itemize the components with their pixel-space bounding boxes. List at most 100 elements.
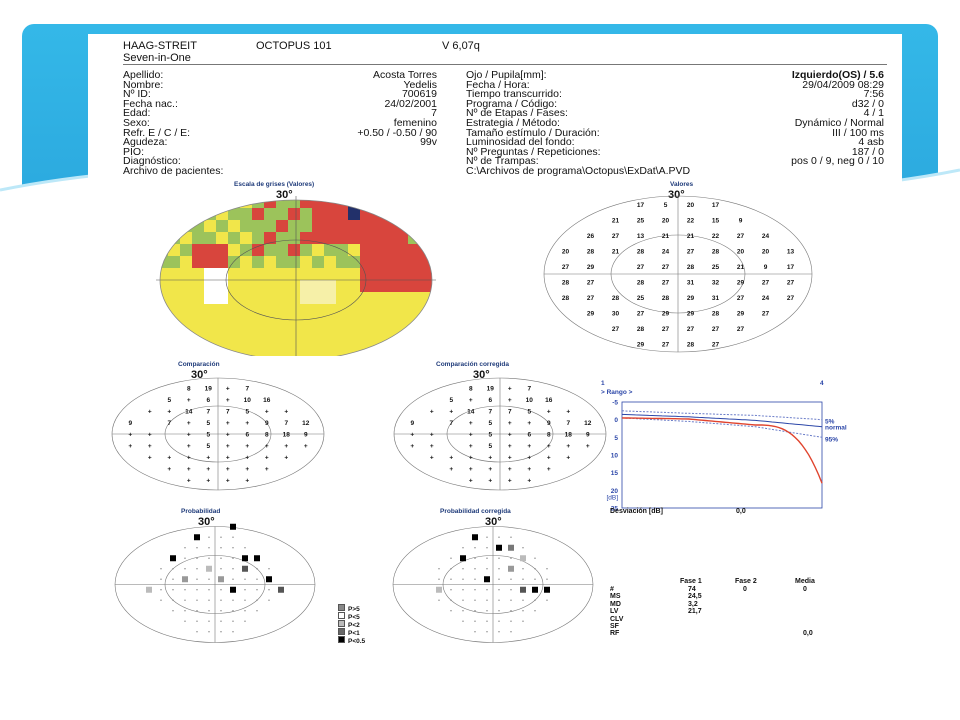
probability-point bbox=[244, 620, 246, 622]
field-value: + bbox=[469, 455, 473, 462]
grayscale-cell bbox=[204, 232, 216, 244]
patient-field-label: Agudeza: bbox=[123, 136, 168, 149]
range-y-tick: 5 bbox=[614, 435, 618, 442]
field-value: 27 bbox=[662, 264, 670, 271]
field-value: + bbox=[206, 478, 210, 485]
grayscale-cell bbox=[300, 220, 312, 232]
grayscale-cell bbox=[432, 232, 436, 244]
field-value: + bbox=[148, 409, 152, 416]
probability-point bbox=[462, 599, 464, 601]
probability-point bbox=[220, 610, 222, 612]
legend-swatch-icon bbox=[338, 636, 345, 643]
grayscale-cell bbox=[312, 292, 324, 304]
grayscale-cell bbox=[240, 244, 252, 256]
field-value: 27 bbox=[737, 326, 745, 333]
probability-point bbox=[450, 589, 452, 591]
comparison-degree: 30° bbox=[191, 369, 208, 381]
field-value: 27 bbox=[662, 341, 670, 348]
range-start-label: 1 bbox=[601, 380, 605, 387]
grayscale-cell bbox=[204, 256, 216, 268]
probability-point bbox=[474, 557, 476, 559]
range-curve-label: 95% bbox=[825, 436, 838, 443]
grayscale-cell bbox=[168, 256, 180, 268]
grayscale-cell bbox=[324, 200, 336, 208]
grayscale-cell bbox=[252, 256, 264, 268]
patient-file-path: C:\Archivos de programa\Octopus\ExDat\A.… bbox=[466, 165, 691, 177]
phase-table-cell: 0,0 bbox=[803, 630, 813, 638]
legend-item: P<5 bbox=[338, 612, 360, 621]
field-value: + bbox=[226, 432, 230, 439]
field-value: + bbox=[547, 455, 551, 462]
probability-point bbox=[232, 610, 234, 612]
probability-point bbox=[184, 589, 186, 591]
field-value: + bbox=[148, 443, 152, 450]
probability-point bbox=[474, 610, 476, 612]
field-value: 29 bbox=[662, 310, 670, 317]
field-value: + bbox=[527, 420, 531, 427]
field-value: + bbox=[469, 432, 473, 439]
grayscale-cell bbox=[324, 220, 336, 232]
field-value: 16 bbox=[545, 397, 553, 404]
probability-point bbox=[450, 599, 452, 601]
grayscale-cell bbox=[408, 200, 420, 208]
legend-label: P<2 bbox=[348, 622, 360, 629]
brand-name: HAAG-STREIT bbox=[123, 40, 197, 52]
field-value: 15 bbox=[712, 217, 720, 224]
field-value: 20 bbox=[687, 202, 695, 209]
grayscale-cell bbox=[360, 232, 372, 244]
grayscale-cell bbox=[160, 256, 168, 268]
exam-field-label: Estrategia / Método: bbox=[466, 117, 560, 129]
probability-symbol bbox=[242, 565, 248, 572]
probability-point bbox=[196, 599, 198, 601]
grayscale-cell bbox=[312, 232, 324, 244]
probability-symbol bbox=[182, 576, 188, 583]
probability-symbol bbox=[194, 534, 200, 541]
grayscale-cell bbox=[396, 280, 408, 292]
grayscale-cell bbox=[192, 256, 204, 268]
probability-point bbox=[498, 620, 500, 622]
field-value: 7 bbox=[226, 409, 230, 416]
probability-point bbox=[438, 568, 440, 570]
field-value: 32 bbox=[712, 279, 720, 286]
probability-point bbox=[256, 610, 258, 612]
range-chart-frame bbox=[621, 401, 823, 509]
field-value: 28 bbox=[637, 248, 645, 255]
grayscale-cell bbox=[372, 280, 384, 292]
field-value: + bbox=[187, 432, 191, 439]
grayscale-cell bbox=[276, 200, 288, 208]
probability-point bbox=[196, 547, 198, 549]
legend-label: P<1 bbox=[348, 630, 360, 637]
field-value: 27 bbox=[762, 279, 770, 286]
field-value: 6 bbox=[527, 432, 531, 439]
deviation-label: Desviación [dB] bbox=[610, 508, 663, 515]
probability-symbol bbox=[520, 555, 526, 562]
field-value: + bbox=[430, 432, 434, 439]
field-value: 7 bbox=[449, 420, 453, 427]
probability-point bbox=[462, 578, 464, 580]
patient-field-value: 24/02/2001 bbox=[384, 97, 437, 110]
probability-point bbox=[474, 620, 476, 622]
probability-symbol bbox=[218, 576, 224, 583]
range-y-tick: 0 bbox=[614, 417, 618, 424]
grayscale-cell bbox=[168, 208, 180, 220]
grayscale-cell bbox=[432, 280, 436, 292]
grayscale-cell bbox=[432, 220, 436, 232]
field-value: 7 bbox=[206, 409, 210, 416]
grayscale-cell bbox=[324, 232, 336, 244]
field-value: 27 bbox=[637, 264, 645, 271]
grayscale-cell bbox=[288, 232, 300, 244]
field-value: 8 bbox=[187, 386, 191, 393]
field-value: 21 bbox=[662, 233, 670, 240]
grayscale-cell bbox=[264, 232, 276, 244]
field-value: + bbox=[508, 397, 512, 404]
field-value: + bbox=[128, 443, 132, 450]
probability-symbol bbox=[230, 523, 236, 530]
normal-range-curve bbox=[621, 413, 823, 428]
probability-point bbox=[232, 578, 234, 580]
field-value: 27 bbox=[737, 295, 745, 302]
probability-point bbox=[498, 631, 500, 633]
field-value: 27 bbox=[737, 233, 745, 240]
field-value: 29 bbox=[587, 310, 595, 317]
field-value: + bbox=[586, 443, 590, 450]
grayscale-cell bbox=[384, 208, 396, 220]
